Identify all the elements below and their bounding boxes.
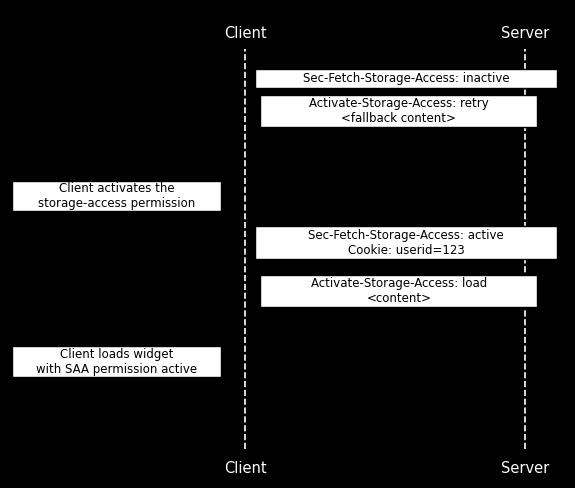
Text: Client activates the
storage-access permission: Client activates the storage-access perm…: [38, 182, 195, 210]
Text: Activate-Storage-Access: retry
<fallback content>: Activate-Storage-Access: retry <fallback…: [309, 97, 489, 125]
Text: Sec-Fetch-Storage-Access: inactive: Sec-Fetch-Storage-Access: inactive: [302, 72, 509, 85]
FancyBboxPatch shape: [260, 275, 537, 307]
Text: Client loads widget
with SAA permission active: Client loads widget with SAA permission …: [36, 347, 197, 376]
FancyBboxPatch shape: [260, 95, 537, 127]
Text: Activate-Storage-Access: load
<content>: Activate-Storage-Access: load <content>: [310, 277, 487, 305]
FancyBboxPatch shape: [12, 181, 221, 211]
FancyBboxPatch shape: [255, 69, 557, 88]
Text: Server: Server: [501, 26, 549, 41]
FancyBboxPatch shape: [255, 226, 557, 259]
Text: Server: Server: [501, 461, 549, 476]
Text: Client: Client: [224, 26, 266, 41]
Text: Client: Client: [224, 461, 266, 476]
Text: Sec-Fetch-Storage-Access: active
Cookie: userid=123: Sec-Fetch-Storage-Access: active Cookie:…: [308, 228, 504, 257]
FancyBboxPatch shape: [12, 346, 221, 377]
